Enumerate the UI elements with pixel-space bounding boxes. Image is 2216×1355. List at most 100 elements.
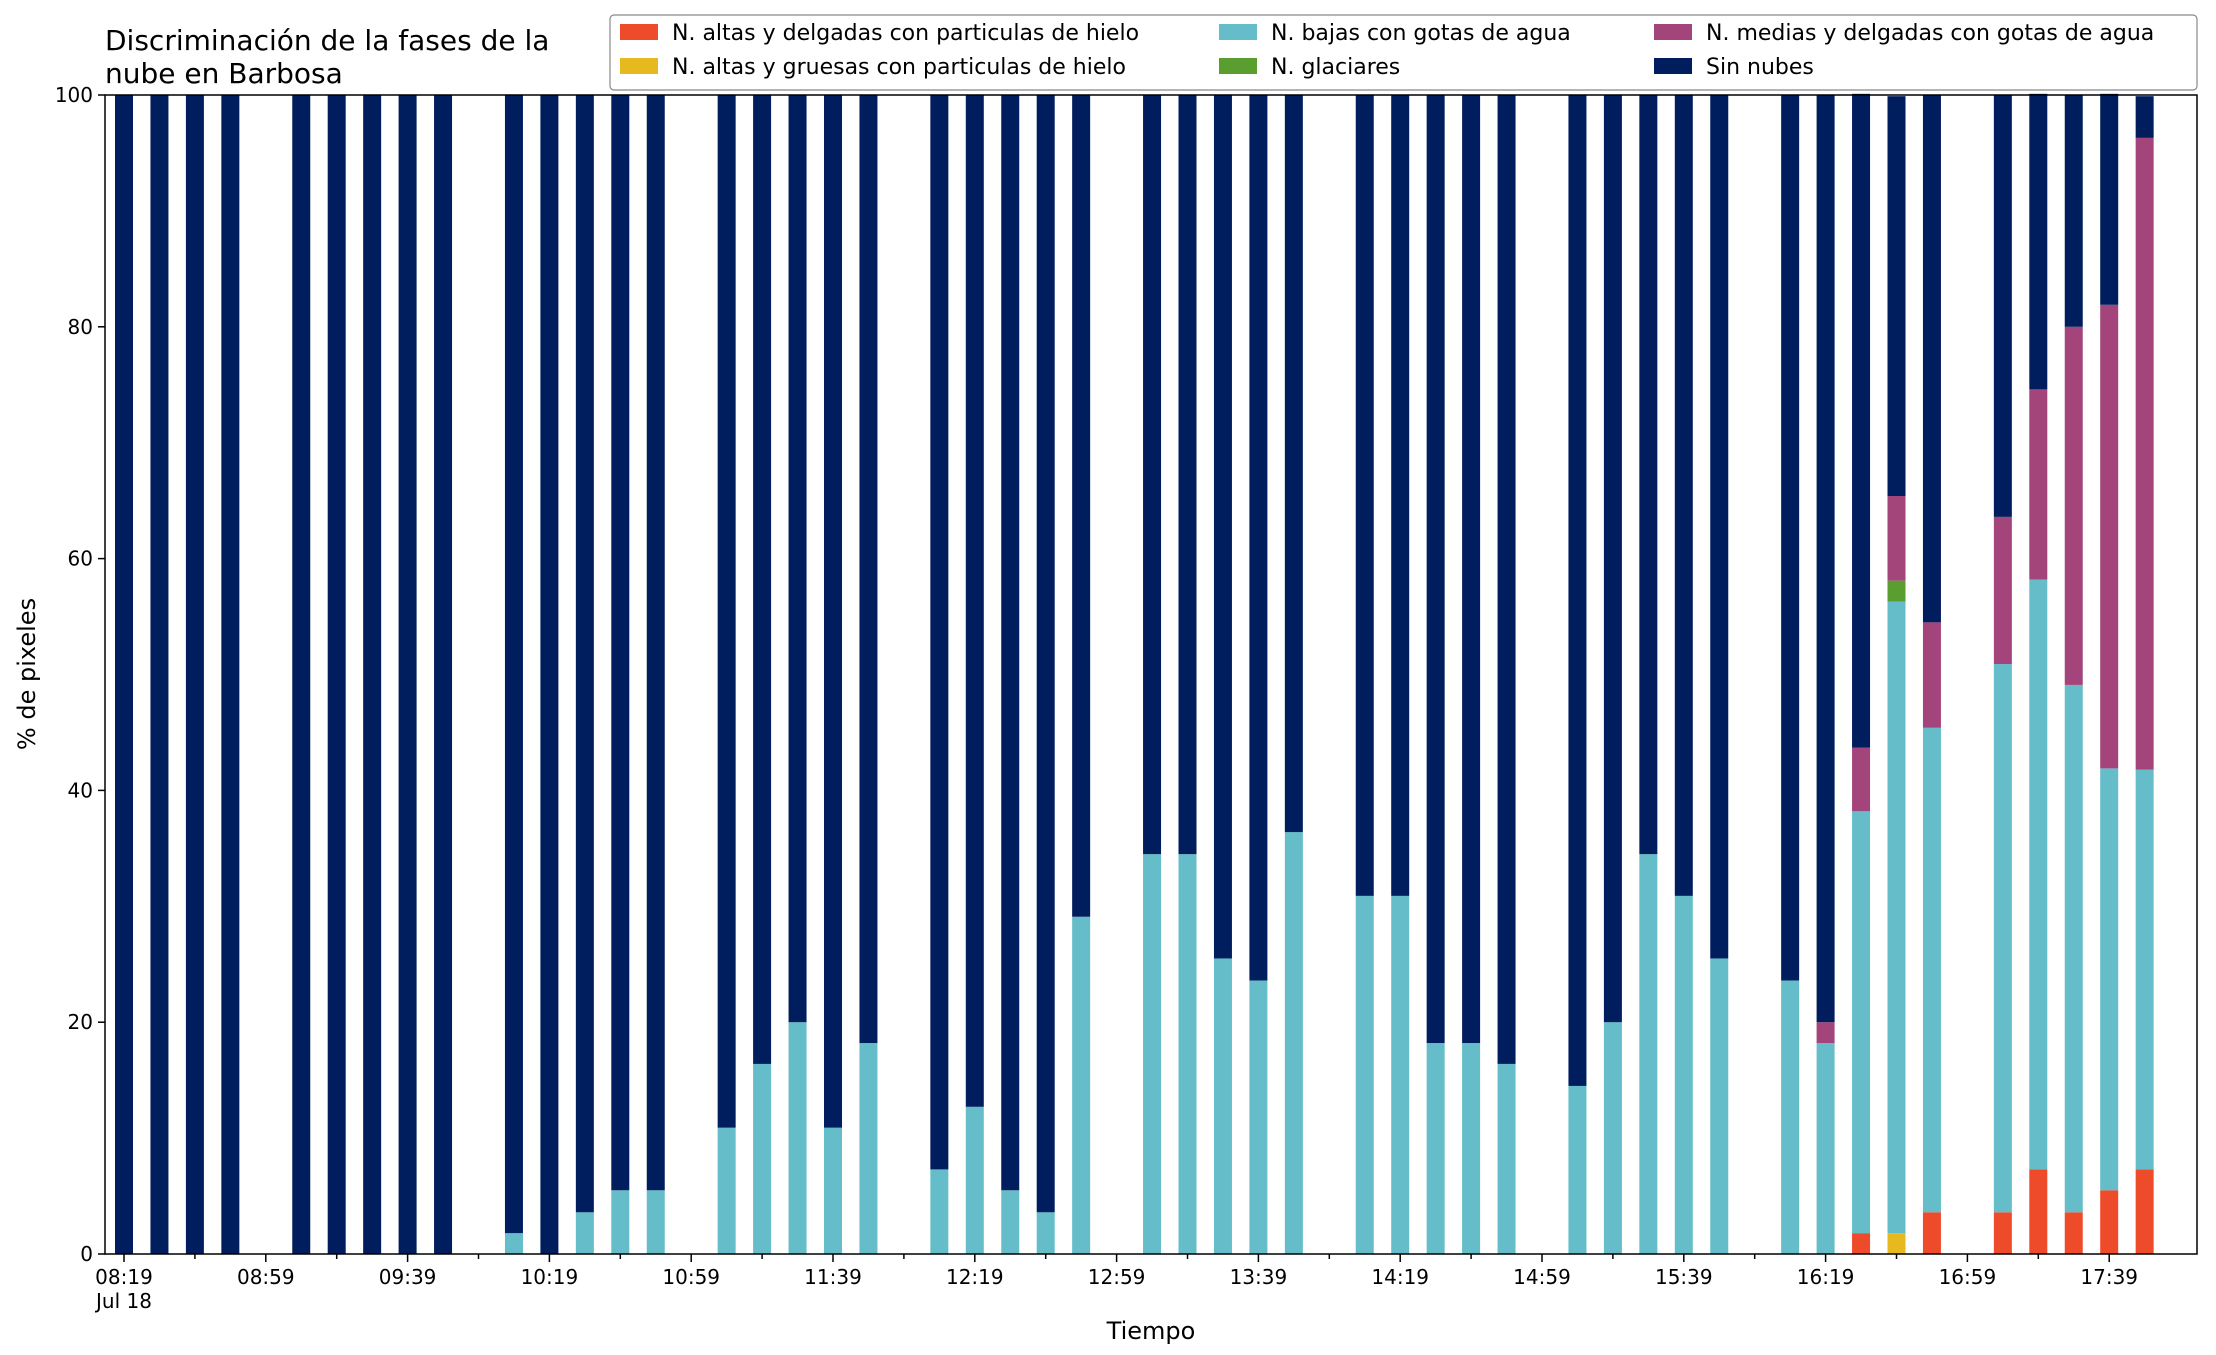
bar-segment (221, 95, 240, 1254)
bar-segment (930, 95, 949, 1170)
legend-swatch (620, 24, 658, 40)
bar-segment (1568, 95, 1587, 1086)
bar-segment (1781, 95, 1800, 981)
y-axis: 0 20 40 60 80 100 (55, 83, 105, 1266)
bar-segment (575, 1212, 594, 1254)
bar-segment (1249, 980, 1268, 1254)
bar-segment (1284, 832, 1303, 1254)
bar-segment (1462, 95, 1481, 1044)
bar-segment (1852, 811, 1871, 1234)
x-tick-label: 13:39 (1230, 1265, 1288, 1289)
bar-segment (965, 95, 984, 1107)
legend-label: N. altas y gruesas con particulas de hie… (672, 55, 1126, 80)
bar-segment (1355, 95, 1374, 896)
x-tick-label: 14:19 (1371, 1265, 1429, 1289)
x-tick-label: 10:59 (662, 1265, 720, 1289)
bar-segment (1887, 1233, 1906, 1254)
x-tick-label: 10:19 (521, 1265, 579, 1289)
plot-frame (104, 94, 2198, 1255)
bar-segment (1568, 1085, 1587, 1254)
x-tick-label: 09:39 (379, 1265, 437, 1289)
bar-segment (1993, 1212, 2012, 1254)
bar-segment (1887, 496, 1906, 581)
bar-segment (504, 1233, 523, 1254)
chart-title: Discriminación de la fases de la nube en … (105, 24, 549, 90)
bar-segment (824, 95, 842, 1128)
bar-segment (1816, 1043, 1835, 1254)
bar-segment (1001, 1190, 1020, 1254)
bar-segment (1603, 95, 1622, 1023)
bar-segment (859, 95, 878, 1044)
bar-segment (1922, 727, 1941, 1213)
bar-segment (1391, 95, 1410, 896)
bar-segment (2100, 1190, 2119, 1254)
bar-segment (1072, 916, 1091, 1254)
bar-segment (717, 1127, 736, 1254)
bar-segment (753, 1063, 772, 1254)
bar-segment (2029, 93, 2048, 390)
bar-segment (185, 95, 204, 1254)
bar-segment (2135, 137, 2154, 770)
y-tick-label: 20 (68, 1010, 93, 1034)
bar-segment (1887, 96, 1906, 497)
bars-layer (115, 93, 2154, 1254)
bar-segment (2064, 326, 2083, 685)
legend-label: N. medias y delgadas con gotas de agua (1706, 21, 2154, 46)
bar-segment (292, 95, 311, 1254)
legend-item: N. bajas con gotas de agua (1219, 21, 1571, 46)
bar-segment (1072, 95, 1091, 917)
bar-segment (824, 1127, 842, 1254)
y-axis-label: % de pixeles (13, 598, 41, 750)
bar-segment (1993, 516, 2012, 665)
bar-segment (2064, 1212, 2083, 1254)
bar-segment (1426, 95, 1445, 1044)
bar-segment (1674, 95, 1693, 896)
bar-segment (1639, 854, 1658, 1254)
legend-swatch (1654, 24, 1692, 40)
bar-segment (930, 1169, 949, 1254)
bar-segment (327, 95, 346, 1254)
bar-segment (1639, 95, 1658, 855)
y-tick-label: 80 (68, 315, 93, 339)
bar-segment (1001, 95, 1020, 1191)
bar-segment (1178, 95, 1197, 855)
bar-segment (2064, 684, 2083, 1213)
x-tick-label: 16:19 (1797, 1265, 1855, 1289)
bar-segment (2135, 1169, 2154, 1254)
bar-segment (1143, 95, 1162, 855)
bar-segment (540, 95, 559, 1254)
legend-item: N. altas y delgadas con particulas de hi… (620, 21, 1139, 46)
bar-segment (1993, 664, 2012, 1213)
bar-segment (1497, 1063, 1516, 1254)
bar-segment (611, 1190, 630, 1254)
legend-item: N. glaciares (1219, 55, 1400, 80)
bar-segment (1426, 1043, 1445, 1254)
bar-segment (1887, 580, 1906, 602)
bar-segment (1922, 622, 1941, 728)
bar-segment (1852, 747, 1871, 812)
legend: N. altas y delgadas con particulas de hi… (609, 14, 2198, 91)
bar-segment (1391, 895, 1410, 1254)
bar-segment (2100, 304, 2119, 769)
bar-segment (1143, 854, 1162, 1254)
bar-segment (1462, 1043, 1481, 1254)
bar-segment (2029, 579, 2048, 1170)
x-tick-label: 12:19 (946, 1265, 1004, 1289)
y-tick-label: 40 (68, 778, 93, 802)
x-tick-label: 08:59 (237, 1265, 295, 1289)
legend-swatch (620, 58, 658, 74)
chart-title-line: Discriminación de la fases de la (105, 24, 549, 57)
x-tick-label: 11:39 (804, 1265, 862, 1289)
legend-item: N. medias y delgadas con gotas de agua (1654, 21, 2154, 46)
bar-segment (1816, 1022, 1835, 1044)
bar-segment (504, 95, 523, 1234)
y-tick-label: 60 (68, 547, 93, 571)
bar-segment (788, 95, 807, 1023)
bar-segment (575, 95, 594, 1213)
bar-segment (2029, 389, 2048, 580)
x-tick-label: 08:19 (95, 1265, 153, 1289)
chart-title-line: nube en Barbosa (105, 57, 343, 90)
legend-swatch (1654, 58, 1692, 74)
legend-swatch (1219, 58, 1257, 74)
